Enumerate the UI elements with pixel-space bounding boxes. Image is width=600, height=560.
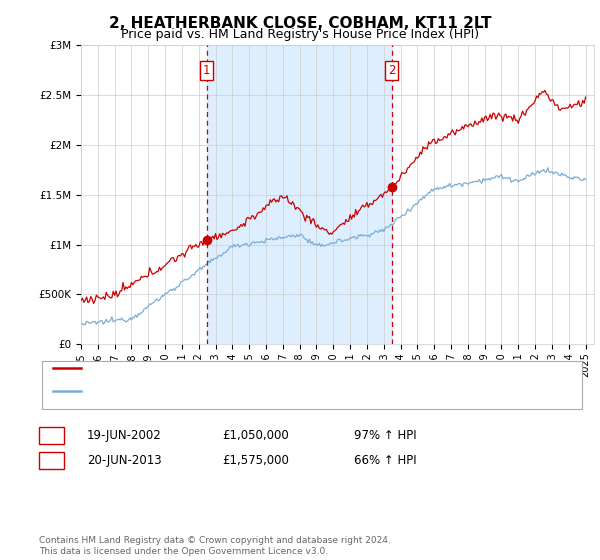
Text: £1,575,000: £1,575,000 bbox=[222, 454, 289, 468]
Text: 66% ↑ HPI: 66% ↑ HPI bbox=[354, 454, 416, 468]
Text: 97% ↑ HPI: 97% ↑ HPI bbox=[354, 429, 416, 442]
Text: £1,050,000: £1,050,000 bbox=[222, 429, 289, 442]
Text: 2: 2 bbox=[48, 454, 55, 468]
Text: 2: 2 bbox=[388, 64, 395, 77]
Bar bbox=[206, 45, 392, 344]
Text: 20-JUN-2013: 20-JUN-2013 bbox=[87, 454, 161, 468]
Text: 1: 1 bbox=[203, 64, 211, 77]
Text: 2, HEATHERBANK CLOSE, COBHAM, KT11 2LT: 2, HEATHERBANK CLOSE, COBHAM, KT11 2LT bbox=[109, 16, 491, 31]
Text: Price paid vs. HM Land Registry's House Price Index (HPI): Price paid vs. HM Land Registry's House … bbox=[121, 28, 479, 41]
Text: 2, HEATHERBANK CLOSE, COBHAM, KT11 2LT (detached house): 2, HEATHERBANK CLOSE, COBHAM, KT11 2LT (… bbox=[87, 363, 439, 373]
Text: 1: 1 bbox=[48, 429, 55, 442]
Text: 19-JUN-2002: 19-JUN-2002 bbox=[87, 429, 162, 442]
Text: Contains HM Land Registry data © Crown copyright and database right 2024.
This d: Contains HM Land Registry data © Crown c… bbox=[39, 536, 391, 556]
Text: HPI: Average price, detached house, Elmbridge: HPI: Average price, detached house, Elmb… bbox=[87, 386, 350, 395]
